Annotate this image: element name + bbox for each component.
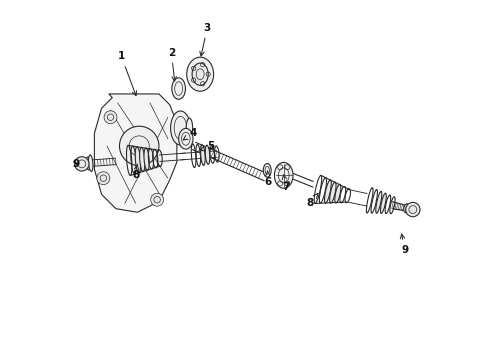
Ellipse shape <box>179 129 193 149</box>
Text: 1: 1 <box>118 51 137 96</box>
Ellipse shape <box>200 145 205 165</box>
Text: 2: 2 <box>168 48 176 81</box>
Polygon shape <box>95 94 177 212</box>
Text: 3: 3 <box>200 23 211 56</box>
Ellipse shape <box>376 192 382 213</box>
Text: 5: 5 <box>200 141 215 151</box>
Ellipse shape <box>187 57 214 91</box>
Text: 6: 6 <box>265 171 272 187</box>
Ellipse shape <box>404 204 409 213</box>
Ellipse shape <box>324 180 331 203</box>
Text: 8: 8 <box>306 194 318 208</box>
Circle shape <box>406 202 420 217</box>
Ellipse shape <box>89 155 93 171</box>
Ellipse shape <box>380 193 386 213</box>
Ellipse shape <box>205 145 210 164</box>
Ellipse shape <box>335 184 341 203</box>
Text: 7: 7 <box>282 175 290 192</box>
Ellipse shape <box>263 163 271 177</box>
Ellipse shape <box>86 157 91 170</box>
Ellipse shape <box>172 78 186 99</box>
Circle shape <box>151 193 164 206</box>
Text: 8: 8 <box>132 164 139 180</box>
Ellipse shape <box>274 162 293 188</box>
Circle shape <box>120 126 159 166</box>
Ellipse shape <box>140 147 145 172</box>
Ellipse shape <box>192 63 208 85</box>
Circle shape <box>104 111 117 124</box>
Ellipse shape <box>135 147 141 173</box>
Text: 4: 4 <box>183 129 196 140</box>
Ellipse shape <box>171 111 190 145</box>
Circle shape <box>74 157 89 171</box>
Ellipse shape <box>330 182 336 203</box>
Text: 9: 9 <box>400 234 408 255</box>
Circle shape <box>97 172 110 185</box>
Ellipse shape <box>144 148 149 170</box>
Ellipse shape <box>186 118 193 138</box>
Text: 9: 9 <box>72 159 79 169</box>
